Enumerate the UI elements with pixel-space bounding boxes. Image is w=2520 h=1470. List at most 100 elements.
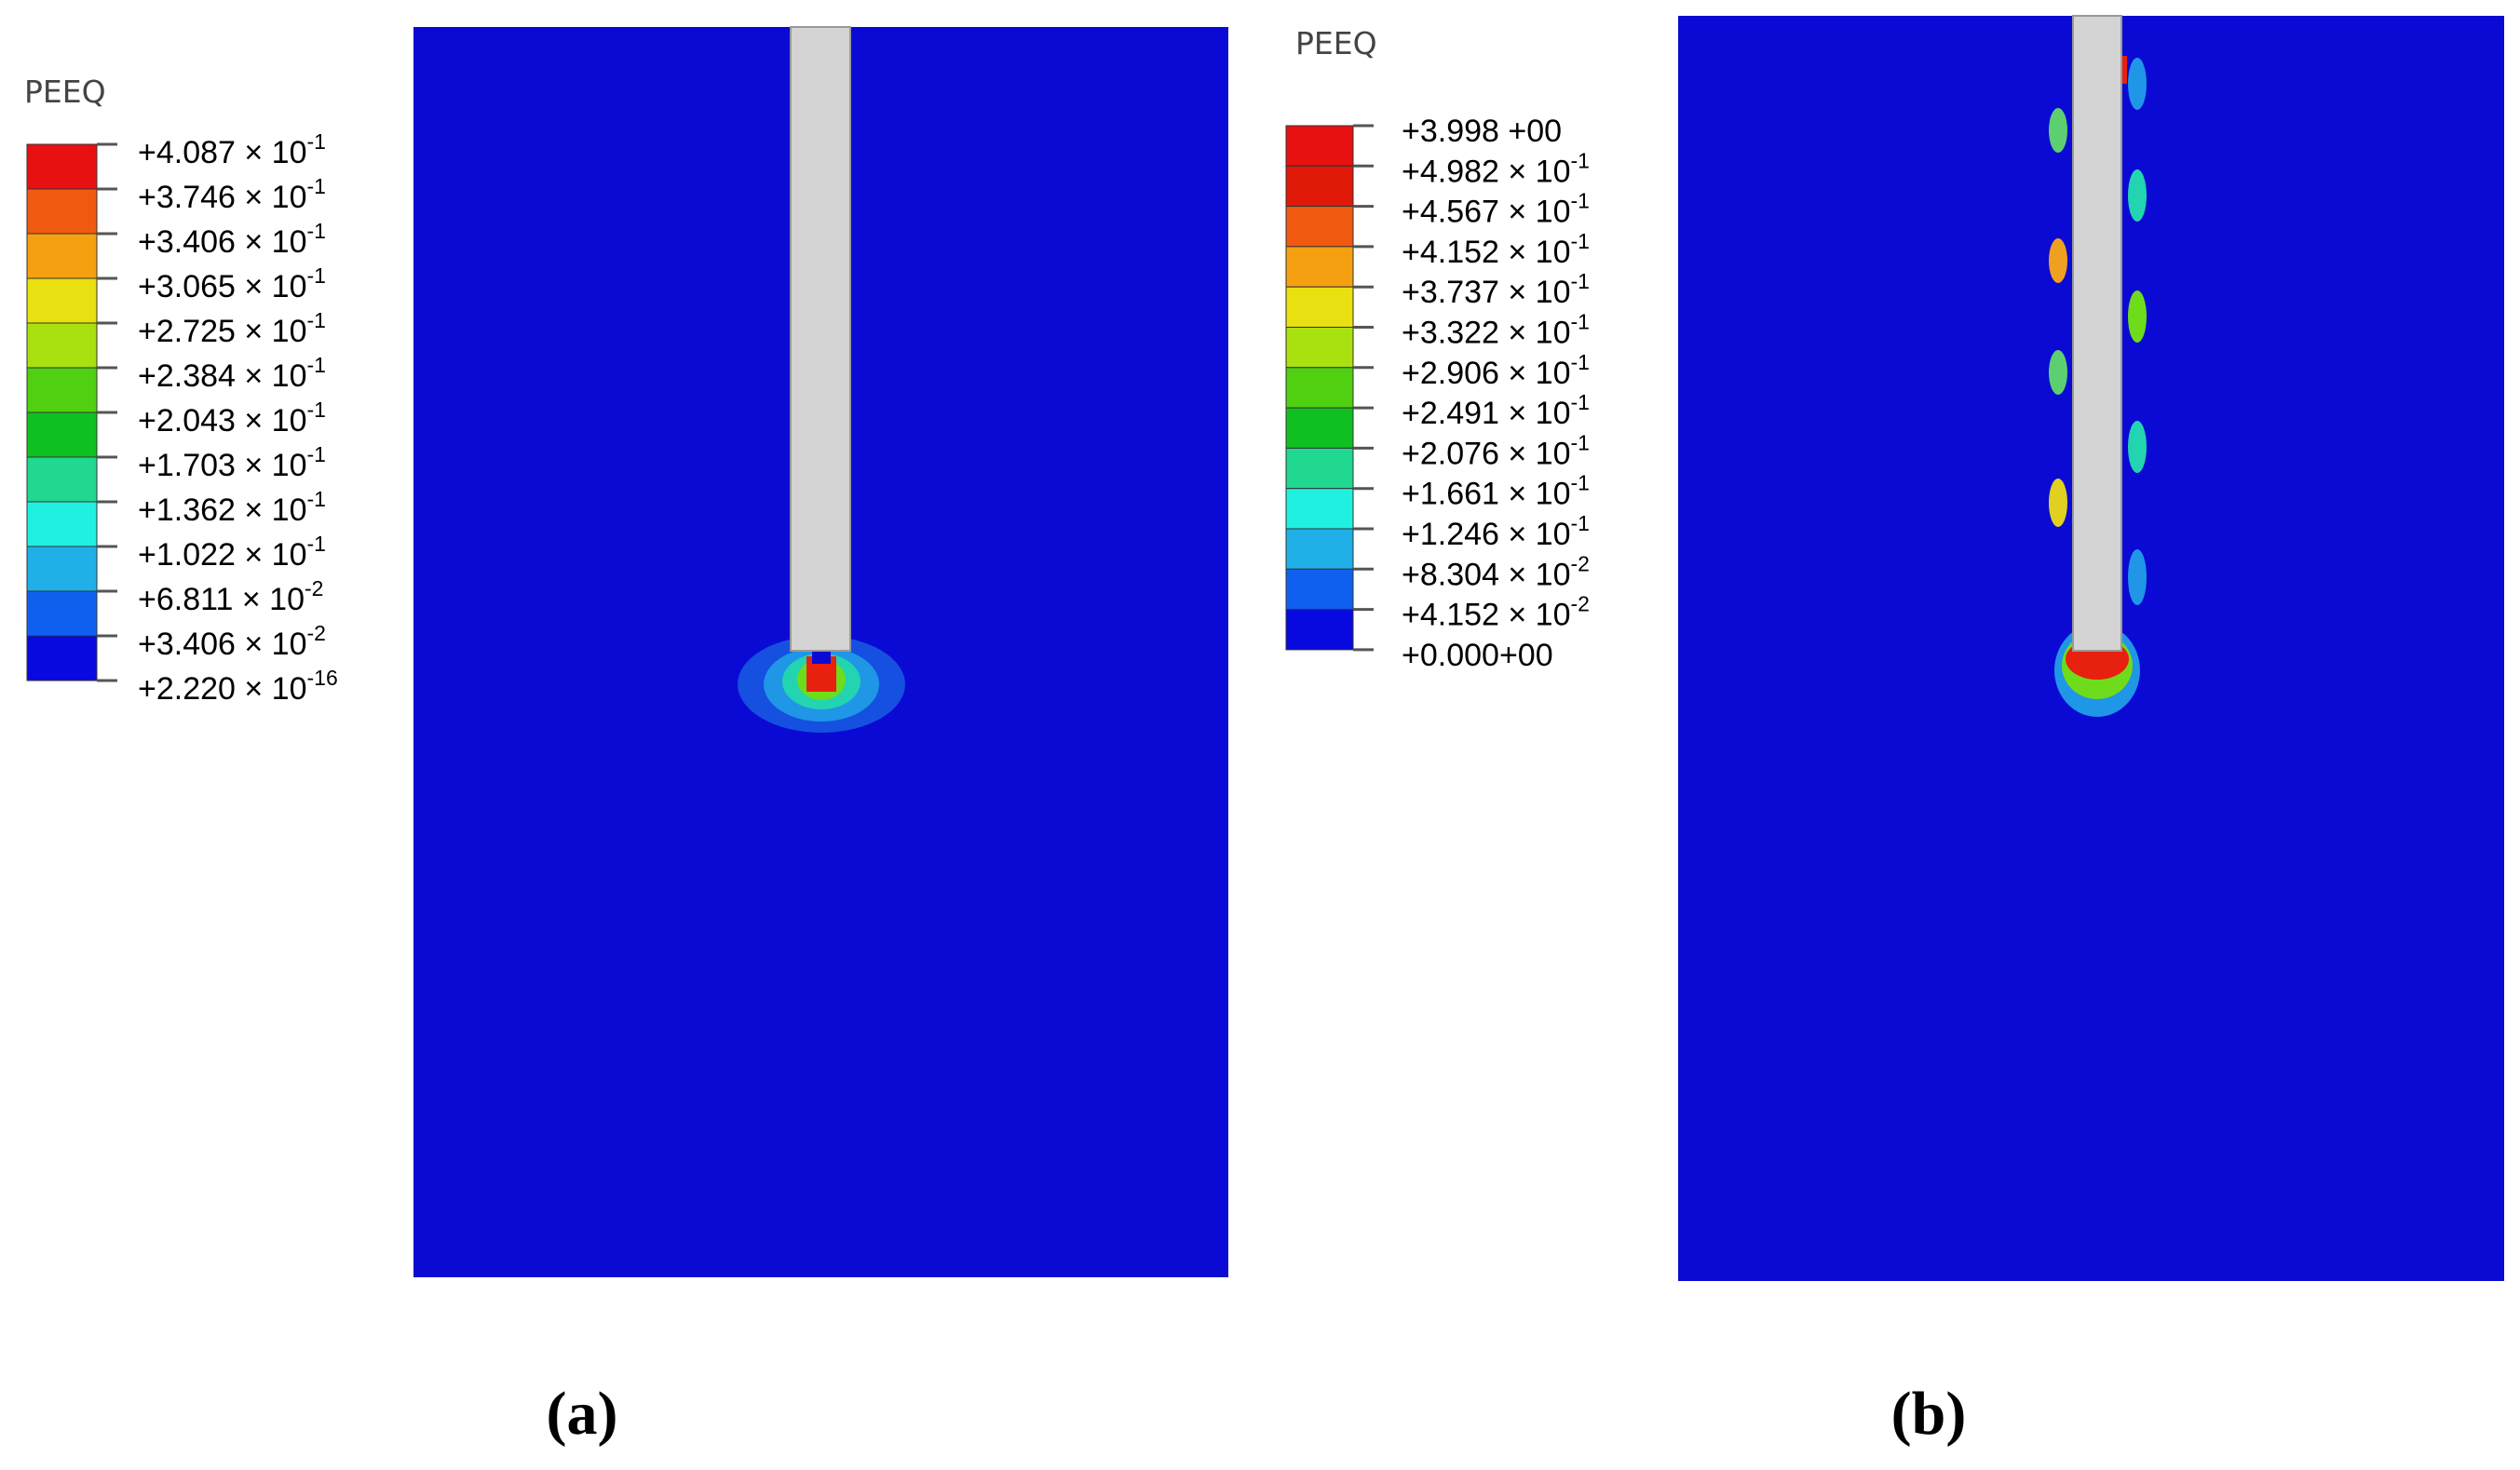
legend-label-mantissa: +1.703 × 10 bbox=[138, 448, 307, 483]
legend-swatch bbox=[1285, 609, 1354, 651]
legend-label: +2.491 × 10-1 bbox=[1402, 390, 1590, 431]
legend-label: +3.406 × 10-1 bbox=[138, 219, 326, 260]
legend-label-exponent: -1 bbox=[1571, 269, 1590, 293]
legend-label-mantissa: +3.406 × 10 bbox=[138, 224, 307, 260]
legend-swatch bbox=[26, 411, 98, 458]
panel-label: (b) bbox=[1891, 1380, 1967, 1448]
legend-label-exponent: -1 bbox=[1571, 310, 1590, 334]
legend-swatch bbox=[1285, 488, 1354, 530]
legend-label-mantissa: +1.362 × 10 bbox=[138, 492, 307, 528]
legend-label-exponent: -1 bbox=[1571, 189, 1590, 213]
legend-swatch bbox=[26, 277, 98, 324]
legend-label-mantissa: +3.998 +00 bbox=[1402, 114, 1562, 149]
legend-label-exponent: -1 bbox=[307, 219, 326, 243]
legend-label-mantissa: +8.304 × 10 bbox=[1402, 557, 1571, 592]
legend-label-exponent: -2 bbox=[1571, 551, 1590, 575]
legend-label-mantissa: +3.746 × 10 bbox=[138, 180, 307, 215]
legend-swatch bbox=[1285, 125, 1354, 167]
legend-swatch bbox=[1285, 165, 1354, 208]
legend-label-mantissa: +6.811 × 10 bbox=[138, 582, 305, 617]
legend-label-exponent: -1 bbox=[307, 308, 326, 332]
legend-label-exponent: -1 bbox=[1571, 390, 1590, 414]
legend-label: +1.661 × 10-1 bbox=[1402, 471, 1590, 512]
legend-swatch bbox=[26, 546, 98, 592]
plastic-zone bbox=[812, 651, 831, 664]
legend-swatch bbox=[1285, 568, 1354, 611]
legend-label-exponent: -1 bbox=[1571, 350, 1590, 374]
legend-label: +2.220 × 10-16 bbox=[138, 666, 338, 707]
legend-label: +2.906 × 10-1 bbox=[1402, 350, 1590, 391]
legend-swatch bbox=[26, 188, 98, 235]
pile bbox=[2072, 15, 2122, 652]
legend-label: +4.567 × 10-1 bbox=[1402, 189, 1590, 230]
legend-label: +4.982 × 10-1 bbox=[1402, 148, 1590, 189]
legend-swatch bbox=[26, 233, 98, 279]
legend-swatch bbox=[26, 456, 98, 503]
legend-label-exponent: -1 bbox=[307, 174, 326, 198]
legend-label-mantissa: +3.322 × 10 bbox=[1402, 315, 1571, 350]
legend-swatch bbox=[26, 501, 98, 547]
legend-label-exponent: -1 bbox=[307, 532, 326, 556]
legend-label-exponent: -1 bbox=[1571, 511, 1590, 535]
legend-label: +1.362 × 10-1 bbox=[138, 487, 326, 528]
legend-swatch bbox=[1285, 286, 1354, 329]
legend-label-mantissa: +3.406 × 10 bbox=[138, 627, 307, 662]
legend-label: +4.152 × 10-2 bbox=[1402, 592, 1590, 633]
legend-swatch bbox=[26, 635, 98, 681]
legend-label-exponent: -1 bbox=[1571, 148, 1590, 172]
legend-label: +4.087 × 10-1 bbox=[138, 129, 326, 170]
legend-label-exponent: -2 bbox=[1571, 592, 1590, 616]
legend-swatch bbox=[26, 322, 98, 369]
legend-label: +0.000+00 bbox=[1402, 638, 1553, 673]
legend-label: +4.152 × 10-1 bbox=[1402, 229, 1590, 270]
legend-label-exponent: -1 bbox=[1571, 430, 1590, 454]
legend-label: +3.322 × 10-1 bbox=[1402, 310, 1590, 351]
legend-label-mantissa: +4.152 × 10 bbox=[1402, 235, 1571, 270]
legend-label-mantissa: +2.725 × 10 bbox=[138, 314, 307, 349]
legend-label-mantissa: +2.076 × 10 bbox=[1402, 436, 1571, 471]
legend-label-mantissa: +2.491 × 10 bbox=[1402, 396, 1571, 431]
legend-label: +3.065 × 10-1 bbox=[138, 263, 326, 304]
legend-label: +2.725 × 10-1 bbox=[138, 308, 326, 349]
legend-swatch bbox=[1285, 447, 1354, 490]
legend-label: +3.737 × 10-1 bbox=[1402, 269, 1590, 310]
legend-label-mantissa: +1.661 × 10 bbox=[1402, 477, 1571, 512]
legend-swatch bbox=[1285, 528, 1354, 570]
legend-label-mantissa: +0.000+00 bbox=[1402, 638, 1553, 673]
legend-swatch bbox=[1285, 327, 1354, 369]
panel-label: (a) bbox=[547, 1380, 618, 1448]
legend-label-exponent: -1 bbox=[1571, 471, 1590, 495]
legend-label-mantissa: +4.087 × 10 bbox=[138, 135, 307, 170]
legend-label-mantissa: +2.043 × 10 bbox=[138, 403, 307, 438]
legend-label: +3.998 +00 bbox=[1402, 114, 1562, 149]
legend-label: +1.246 × 10-1 bbox=[1402, 511, 1590, 552]
legend-label-exponent: -16 bbox=[307, 666, 338, 690]
legend-title: PEEQ bbox=[24, 74, 106, 110]
legend-label-mantissa: +1.246 × 10 bbox=[1402, 517, 1571, 552]
legend-label-mantissa: +4.982 × 10 bbox=[1402, 154, 1571, 189]
legend-swatch bbox=[1285, 246, 1354, 288]
legend-label-exponent: -1 bbox=[1571, 229, 1590, 253]
legend-label-exponent: -1 bbox=[307, 263, 326, 288]
legend-label-mantissa: +4.152 × 10 bbox=[1402, 598, 1571, 633]
legend-label: +2.384 × 10-1 bbox=[138, 353, 326, 394]
legend-label-exponent: -1 bbox=[307, 442, 326, 466]
legend-swatch bbox=[1285, 367, 1354, 409]
legend-label: +3.406 × 10-2 bbox=[138, 621, 326, 662]
legend-label: +2.043 × 10-1 bbox=[138, 398, 326, 438]
legend-swatch bbox=[26, 367, 98, 413]
legend-label-exponent: -1 bbox=[307, 129, 326, 154]
legend-swatch bbox=[26, 590, 98, 637]
legend-label-mantissa: +2.384 × 10 bbox=[138, 358, 307, 394]
legend-label-exponent: -1 bbox=[307, 353, 326, 377]
legend-label: +1.022 × 10-1 bbox=[138, 532, 326, 573]
legend-swatch bbox=[26, 143, 98, 190]
legend-label: +2.076 × 10-1 bbox=[1402, 430, 1590, 471]
legend-label: +3.746 × 10-1 bbox=[138, 174, 326, 215]
legend-label: +6.811 × 10-2 bbox=[138, 576, 323, 617]
legend-label-exponent: -1 bbox=[307, 398, 326, 422]
pile bbox=[790, 26, 851, 652]
legend-swatch bbox=[1285, 407, 1354, 449]
legend-label-mantissa: +4.567 × 10 bbox=[1402, 195, 1571, 230]
